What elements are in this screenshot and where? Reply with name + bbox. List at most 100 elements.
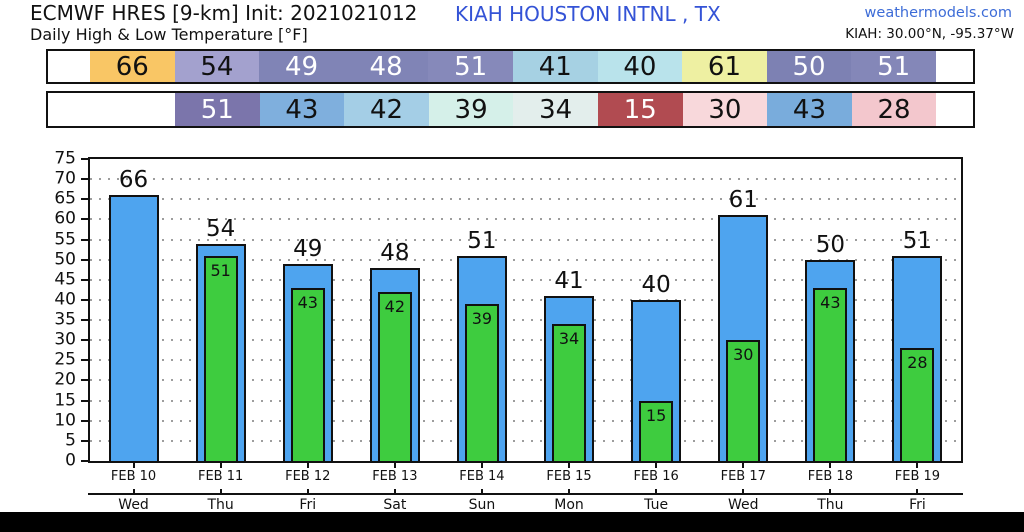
high-cell-9: 51 (851, 51, 936, 82)
gridline-55 (90, 238, 961, 241)
low-bar-feb-13: 42 (377, 291, 412, 461)
high-value-label: 61 (728, 187, 758, 214)
y-axis-tick-10 (81, 419, 90, 422)
high-bar-feb-10 (108, 195, 159, 461)
y-axis-label-60: 60 (54, 208, 76, 229)
day-tick-7 (742, 489, 745, 495)
x-axis-label-6: FEB 16 (633, 469, 679, 484)
y-axis-tick-45 (81, 278, 90, 281)
y-axis-label-0: 0 (65, 450, 76, 471)
low-cell-8: 28 (851, 93, 937, 126)
x-axis-tick-1 (219, 463, 222, 468)
low-cell-3: 39 (428, 93, 514, 126)
gridline-30 (90, 339, 961, 342)
y-axis-label-40: 40 (54, 289, 76, 310)
y-axis-tick-15 (81, 399, 90, 402)
day-tick-3 (393, 489, 396, 495)
x-axis-label-7: FEB 17 (720, 469, 766, 484)
low-value-label: 15 (645, 405, 667, 425)
y-axis-label-50: 50 (54, 249, 76, 270)
x-axis-tick-4 (480, 463, 483, 468)
high-value-label: 66 (118, 167, 149, 194)
y-axis-tick-25 (81, 359, 90, 362)
low-value-label: 34 (558, 329, 580, 349)
day-label-3: Sat (383, 497, 407, 513)
low-cell-2: 42 (344, 93, 429, 126)
low-cell-4: 34 (513, 93, 598, 126)
high-cell-5: 41 (512, 51, 598, 82)
gridline-65 (90, 198, 961, 201)
gridline-5 (90, 439, 961, 442)
low-value-label: 43 (820, 292, 841, 312)
high-cell-1: 54 (174, 51, 260, 82)
y-axis-label-70: 70 (54, 168, 76, 189)
x-axis-label-5: FEB 15 (546, 469, 592, 484)
gridline-45 (90, 278, 961, 281)
y-axis-label-10: 10 (54, 410, 76, 431)
low-cell-1: 43 (259, 93, 345, 126)
strip-high-lead-spacer (48, 51, 90, 82)
low-value-label: 30 (733, 345, 754, 365)
low-value-label: 43 (297, 292, 318, 312)
day-label-0: Wed (118, 497, 149, 513)
day-label-7: Wed (727, 497, 759, 513)
day-label-6: Tue (644, 497, 669, 513)
day-axis-line (88, 493, 963, 495)
station-coordinates: KIAH: 30.00°N, -95.37°W (845, 26, 1014, 42)
low-bar-feb-18: 43 (813, 287, 848, 461)
gridline-70 (90, 178, 961, 181)
high-value-label: 41 (554, 267, 584, 294)
high-value-label: 54 (206, 215, 236, 242)
x-axis-label-9: FEB 19 (894, 469, 941, 484)
low-value-label: 42 (384, 296, 406, 316)
y-axis-label-35: 35 (54, 309, 76, 330)
station-name: KIAH HOUSTON INTNL , TX (455, 2, 721, 26)
y-axis-label-65: 65 (54, 188, 76, 209)
day-tick-5 (568, 489, 571, 495)
x-axis-tick-0 (132, 463, 135, 468)
y-axis-tick-55 (81, 238, 90, 241)
strip-low-lead-spacer (48, 93, 175, 126)
gridline-40 (90, 298, 961, 301)
y-axis-tick-0 (81, 460, 90, 462)
x-axis-label-2: FEB 12 (285, 469, 331, 484)
day-label-2: Fri (299, 497, 317, 513)
day-label-9: Fri (909, 497, 926, 513)
y-axis-label-5: 5 (65, 430, 76, 451)
low-bar-feb-19: 28 (900, 348, 935, 461)
y-axis-tick-75 (81, 158, 90, 160)
low-cell-7: 43 (767, 93, 852, 126)
gridline-20 (90, 379, 961, 382)
day-tick-1 (219, 489, 222, 495)
high-value-label: 40 (641, 271, 671, 298)
high-cell-3: 48 (343, 51, 429, 82)
low-value-label: 39 (471, 308, 493, 328)
x-axis-label-3: FEB 13 (372, 469, 418, 484)
gridline-35 (90, 319, 961, 322)
y-axis-label-30: 30 (54, 329, 76, 350)
high-cell-8: 50 (766, 51, 852, 82)
low-value-label: 51 (210, 260, 231, 280)
gridline-50 (90, 258, 961, 261)
high-cell-6: 40 (597, 51, 683, 82)
y-axis-label-45: 45 (54, 269, 76, 290)
y-axis-tick-30 (81, 339, 90, 342)
day-tick-2 (306, 489, 309, 495)
y-axis-tick-60 (81, 218, 90, 221)
low-cell-6: 30 (682, 93, 768, 126)
day-label-8: Thu (817, 497, 844, 513)
gridline-60 (90, 218, 961, 221)
y-axis-label-25: 25 (54, 349, 76, 370)
day-tick-6 (655, 489, 658, 495)
low-bar-feb-15: 34 (552, 324, 587, 461)
y-axis-tick-65 (81, 198, 90, 201)
low-bar-feb-11: 51 (203, 255, 238, 461)
high-value-label: 49 (293, 235, 323, 262)
y-axis-tick-5 (81, 439, 90, 442)
low-cell-0: 51 (175, 93, 260, 126)
x-axis-tick-8 (829, 463, 832, 468)
day-label-5: Mon (554, 497, 584, 513)
high-value-label: 51 (467, 227, 497, 254)
day-label-1: Thu (207, 497, 234, 513)
